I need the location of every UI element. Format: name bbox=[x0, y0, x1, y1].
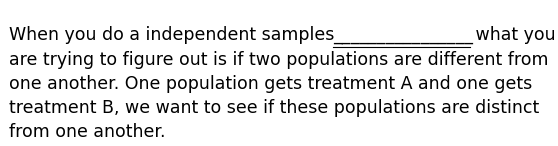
Text: are trying to figure out is if two populations are different from: are trying to figure out is if two popul… bbox=[9, 51, 549, 69]
Text: what you: what you bbox=[470, 26, 556, 44]
Text: treatment B, we want to see if these populations are distinct: treatment B, we want to see if these pop… bbox=[9, 99, 539, 117]
Text: from one another.: from one another. bbox=[9, 124, 166, 141]
Text: one another. One population gets treatment A and one gets: one another. One population gets treatme… bbox=[9, 75, 532, 93]
Text: When you do a independent samples: When you do a independent samples bbox=[9, 26, 340, 44]
Text: ________________: ________________ bbox=[333, 26, 473, 44]
